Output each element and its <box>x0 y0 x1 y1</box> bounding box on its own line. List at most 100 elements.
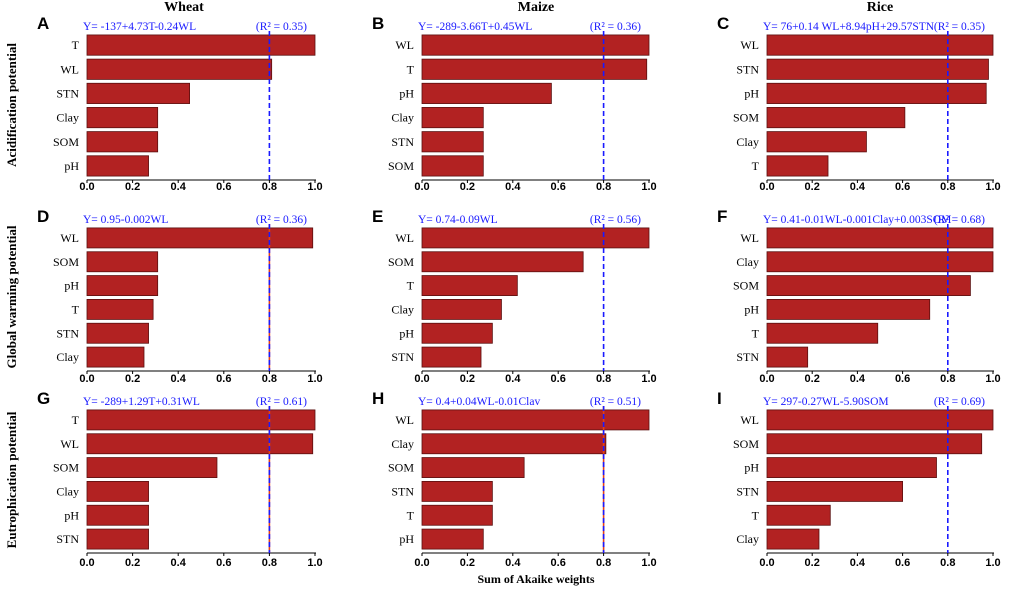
panel-H-category-ph: pH <box>399 532 414 546</box>
panel-B-category-wl: WL <box>395 38 414 52</box>
panel-A-tick-label-3: 0.6 <box>216 181 231 193</box>
panel-C-bar-stn <box>766 58 989 80</box>
panel-D-r2: (R² = 0.36) <box>256 214 307 226</box>
panel-label-A: A <box>37 14 49 33</box>
panel-H-tick-label-4: 0.8 <box>596 557 611 569</box>
panel-E-tick-label-1: 0.2 <box>460 373 475 385</box>
panel-C-category-som: SOM <box>733 111 759 125</box>
panel-A-bar-clay <box>86 107 159 129</box>
panel-I-bar-ph <box>766 457 937 478</box>
panel-C-equation: Y= 76+0.14 WL+8.94pH+29.57STN <box>763 21 935 33</box>
panel-G-category-wl: WL <box>60 437 79 451</box>
panel-label-C: C <box>717 14 729 33</box>
panel-C-category-clay: Clay <box>736 135 759 149</box>
panel-E-category-clay: Clay <box>391 302 414 316</box>
panel-D-tick-label-0: 0.0 <box>79 373 94 385</box>
panel-G-tick-label-1: 0.2 <box>125 557 140 569</box>
panel-E-r2: (R² = 0.56) <box>590 214 641 226</box>
panel-D-category-clay: Clay <box>56 350 79 364</box>
panel-B-category-ph: pH <box>399 86 414 100</box>
panel-F-bar-wl <box>766 227 994 249</box>
panel-G-tick-label-2: 0.4 <box>171 557 187 569</box>
panel-G-tick-label-3: 0.6 <box>216 557 231 569</box>
panel-F-category-ph: pH <box>744 302 759 316</box>
panel-F-category-wl: WL <box>740 231 759 245</box>
panel-I-bar-stn <box>766 481 904 502</box>
panel-A-tick-label-4: 0.8 <box>262 181 277 193</box>
panel-F-bar-clay <box>766 251 994 273</box>
panel-label-I: I <box>717 389 722 408</box>
panel-I-r2: (R² = 0.69) <box>934 396 985 408</box>
panel-D-bar-wl <box>86 227 314 249</box>
panel-D-tick-label-1: 0.2 <box>125 373 140 385</box>
panel-E-category-t: T <box>407 279 415 293</box>
panel-I-bar-wl <box>766 409 994 431</box>
panel-D-tick-label-2: 0.4 <box>171 373 187 385</box>
panel-I-tick-label-1: 0.2 <box>805 557 820 569</box>
panel-B-bar-t <box>421 58 648 80</box>
panel-D-tick-label-5: 1.0 <box>307 373 322 385</box>
panel-label-G: G <box>37 389 50 408</box>
panel-I-category-clay: Clay <box>736 532 759 546</box>
panel-D-category-som: SOM <box>53 255 79 269</box>
panel-B-tick-label-5: 1.0 <box>641 181 656 193</box>
panel-F-category-clay: Clay <box>736 255 759 269</box>
panel-B-category-t: T <box>407 62 415 76</box>
panel-A-equation: Y= -137+4.73T-0.24WL <box>83 21 196 33</box>
row-label-1: Acidification potential <box>4 43 19 167</box>
panel-G-bar-som <box>86 457 218 478</box>
panel-H-tick-label-1: 0.2 <box>460 557 475 569</box>
panel-B-bar-ph <box>421 82 552 104</box>
panel-F-r2: (R² = 0.68) <box>934 214 985 226</box>
panel-G-bar-clay <box>86 481 149 502</box>
panel-A-bar-som <box>86 131 159 153</box>
panel-F-tick-label-2: 0.4 <box>850 373 866 385</box>
panel-B-equation: Y= -289-3.66T+0.45WL <box>418 21 532 33</box>
panel-F-category-som: SOM <box>733 279 759 293</box>
panel-E-tick-label-3: 0.6 <box>551 373 566 385</box>
panel-G-category-som: SOM <box>53 461 79 475</box>
panel-B-r2: (R² = 0.36) <box>590 21 641 33</box>
panel-F-bar-ph <box>766 299 931 320</box>
panel-G-bar-stn <box>86 528 149 550</box>
panel-A-bar-stn <box>86 82 190 104</box>
panel-H-bar-stn <box>421 481 493 502</box>
panel-F-category-stn: STN <box>736 350 759 364</box>
panel-F-category-t: T <box>752 326 760 340</box>
panel-F-equation: Y= 0.41-0.01WL-0.001Clay+0.003SOM <box>763 214 951 226</box>
panel-G-bar-wl <box>86 433 314 455</box>
panel-A-tick-label-0: 0.0 <box>79 181 94 193</box>
panel-E-bar-som <box>421 251 584 273</box>
panel-A-bar-t <box>86 34 316 56</box>
panel-A-tick-label-5: 1.0 <box>307 181 322 193</box>
panel-A-tick-label-2: 0.4 <box>171 181 187 193</box>
panel-E-category-stn: STN <box>391 350 414 364</box>
panel-label-H: H <box>372 389 384 408</box>
panel-A-category-som: SOM <box>53 135 79 149</box>
panel-C-tick-label-2: 0.4 <box>850 181 866 193</box>
panel-I-tick-label-0: 0.0 <box>759 557 774 569</box>
panel-G-category-t: T <box>72 413 80 427</box>
row-label-3: Eutrophication potential <box>4 411 19 548</box>
panel-E-tick-label-5: 1.0 <box>641 373 656 385</box>
panel-E-bar-stn <box>421 346 482 368</box>
panel-I-equation: Y= 297-0.27WL-5.90SOM <box>763 396 889 408</box>
panel-I-category-wl: WL <box>740 413 759 427</box>
panel-G-bar-t <box>86 409 316 431</box>
panel-label-E: E <box>372 207 383 226</box>
panel-D-category-wl: WL <box>60 231 79 245</box>
panel-B-bar-wl <box>421 34 650 56</box>
panel-C-bar-wl <box>766 34 994 56</box>
panel-I-tick-label-2: 0.4 <box>850 557 866 569</box>
panel-E-tick-label-2: 0.4 <box>505 373 521 385</box>
panel-G-category-stn: STN <box>56 532 79 546</box>
panel-B-tick-label-3: 0.6 <box>551 181 566 193</box>
panel-H-equation: Y= 0.4+0.04WL-0.01Clav <box>418 396 540 408</box>
panel-D-equation: Y= 0.95-0.002WL <box>83 214 168 226</box>
panel-E-category-som: SOM <box>388 255 414 269</box>
panel-label-B: B <box>372 14 384 33</box>
panel-label-F: F <box>717 207 727 226</box>
panel-F-tick-label-0: 0.0 <box>759 373 774 385</box>
panel-I-tick-label-3: 0.6 <box>895 557 910 569</box>
